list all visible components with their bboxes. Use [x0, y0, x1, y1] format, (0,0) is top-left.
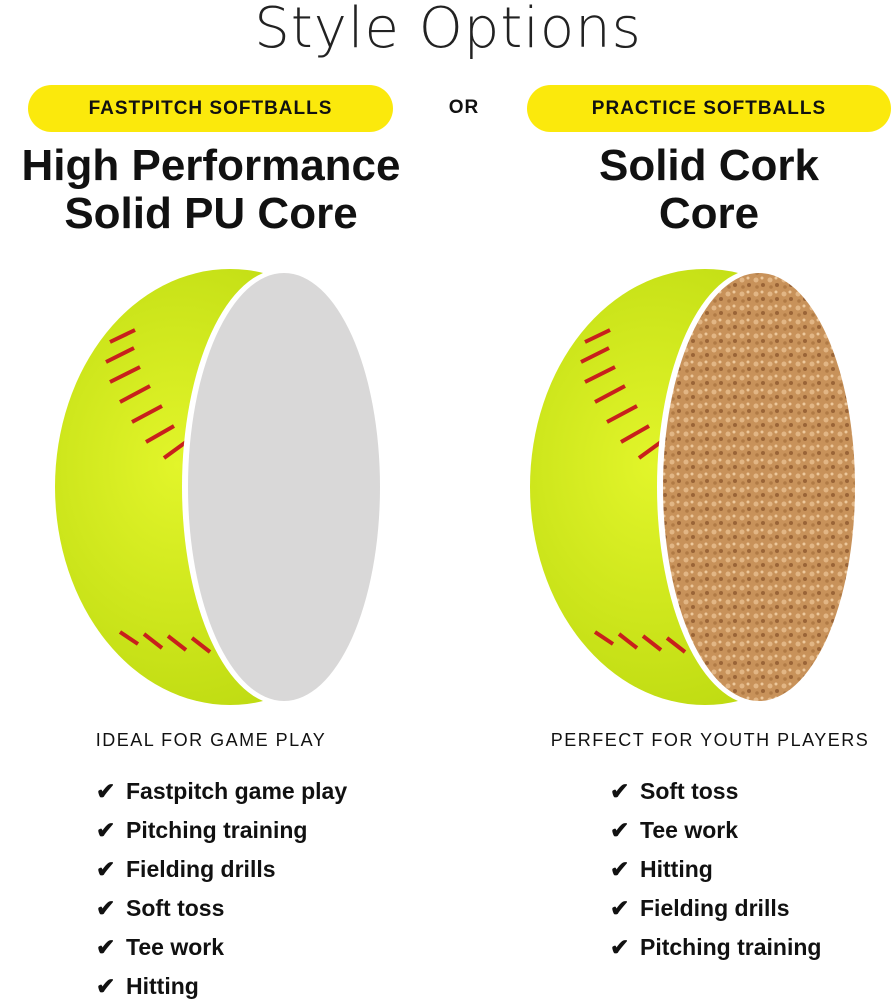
checkmark-icon: ✔ — [610, 934, 630, 960]
list-item: ✔ Hitting — [610, 850, 821, 889]
fastpitch-heading: High Performance Solid PU Core — [0, 142, 422, 238]
list-item: ✔ Soft toss — [96, 889, 347, 928]
list-item: ✔ Hitting — [96, 967, 347, 1000]
feature-text: Soft toss — [126, 895, 225, 921]
heading-line: High Performance — [21, 141, 401, 190]
stitches — [105, 328, 232, 654]
fastpitch-feature-list: ✔ Fastpitch game play ✔ Pitching training … — [96, 772, 347, 1000]
cork-core-face — [663, 273, 855, 701]
feature-text: Tee work — [126, 934, 224, 960]
fastpitch-pill: FASTPITCH SOFTBALLS — [28, 85, 393, 132]
feature-text: Hitting — [126, 973, 199, 999]
list-item: ✔ Fielding drills — [610, 889, 821, 928]
list-item: ✔ Pitching training — [96, 811, 347, 850]
heading-line: Solid PU Core — [64, 189, 358, 238]
checkmark-icon: ✔ — [96, 856, 116, 882]
list-item: ✔ Pitching training — [610, 928, 821, 967]
heading-line: Solid Cork — [598, 141, 820, 190]
checkmark-icon: ✔ — [96, 778, 116, 804]
feature-text: Hitting — [640, 856, 713, 882]
feature-text: Pitching training — [126, 817, 308, 843]
practice-subtitle: PERFECT FOR YOUTH PLAYERS — [550, 730, 870, 750]
feature-text: Fastpitch game play — [126, 778, 348, 804]
page-title: Style Options — [254, 0, 642, 61]
list-item: ✔ Tee work — [610, 811, 821, 850]
list-item: ✔ Fielding drills — [96, 850, 347, 889]
fastpitch-subtitle: IDEAL FOR GAME PLAY — [95, 730, 327, 750]
pu-core-softball-image — [55, 269, 382, 705]
practice-heading: Solid Cork Core — [527, 142, 891, 238]
list-item: ✔ Fastpitch game play — [96, 772, 347, 811]
checkmark-icon: ✔ — [96, 895, 116, 921]
or-separator: OR — [448, 97, 480, 118]
checkmark-icon: ✔ — [610, 895, 630, 921]
checkmark-icon: ✔ — [610, 817, 630, 843]
list-item: ✔ Soft toss — [610, 772, 821, 811]
pu-core-face — [188, 273, 380, 701]
practice-feature-list: ✔ Soft toss ✔ Tee work ✔ Hitting ✔ Fielding … — [610, 772, 821, 967]
feature-text: Fielding drills — [126, 856, 276, 882]
checkmark-icon: ✔ — [610, 778, 630, 804]
checkmark-icon: ✔ — [610, 856, 630, 882]
cork-core-softball-image — [530, 269, 857, 705]
list-item: ✔ Tee work — [96, 928, 347, 967]
feature-text: Soft toss — [640, 778, 739, 804]
checkmark-icon: ✔ — [96, 817, 116, 843]
stitches — [580, 328, 707, 654]
feature-text: Pitching training — [640, 934, 822, 960]
feature-text: Fielding drills — [640, 895, 790, 921]
checkmark-icon: ✔ — [96, 934, 116, 960]
feature-text: Tee work — [640, 817, 738, 843]
checkmark-icon: ✔ — [96, 973, 116, 999]
practice-pill: PRACTICE SOFTBALLS — [527, 85, 891, 132]
heading-line: Core — [658, 189, 760, 238]
